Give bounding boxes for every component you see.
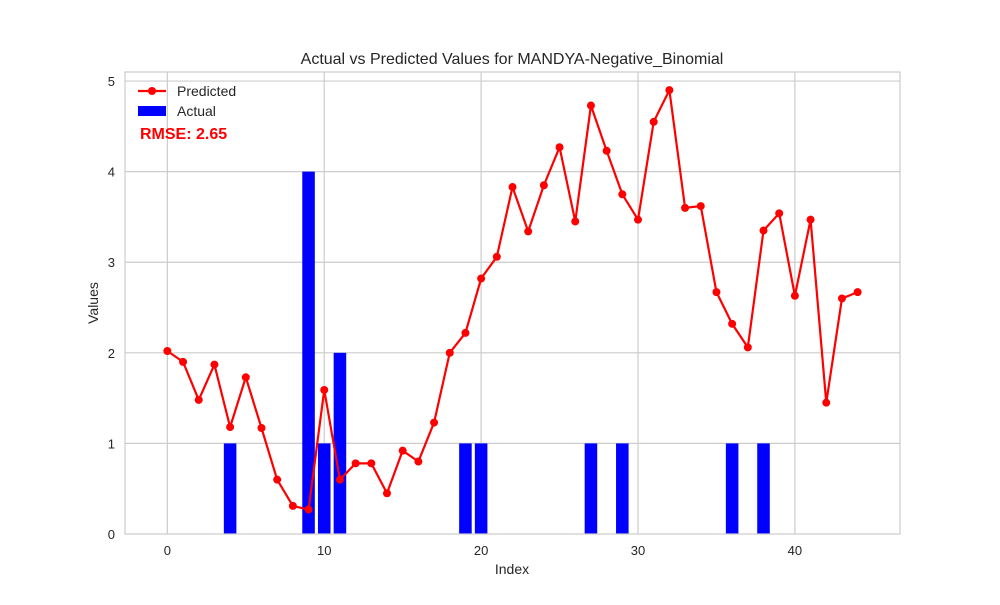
actual-bar — [584, 443, 598, 534]
predicted-point — [257, 424, 266, 433]
legend-actual-swatch — [138, 106, 166, 116]
predicted-point — [273, 475, 282, 484]
y-tick-label: 3 — [108, 255, 115, 270]
legend-actual-label: Actual — [177, 103, 216, 119]
actual-bar — [616, 443, 629, 534]
predicted-point — [288, 501, 297, 510]
predicted-point — [367, 459, 376, 468]
predicted-point — [508, 183, 517, 192]
actual-bar — [459, 443, 472, 534]
predicted-point — [743, 343, 752, 352]
y-tick-label: 5 — [108, 74, 115, 89]
predicted-point — [775, 209, 784, 218]
predicted-point — [241, 373, 250, 382]
line-layer — [163, 86, 862, 514]
predicted-point — [445, 348, 454, 357]
predicted-point — [304, 505, 313, 514]
chart-title: Actual vs Predicted Values for MANDYA-Ne… — [301, 51, 724, 68]
predicted-point — [665, 86, 674, 95]
actual-bar — [725, 443, 739, 534]
plot-background — [125, 72, 900, 534]
y-tick-label: 1 — [108, 436, 115, 451]
legend: Predicted Actual — [138, 83, 236, 119]
predicted-point — [712, 288, 721, 297]
actual-bar — [223, 443, 237, 534]
predicted-point — [398, 446, 407, 455]
predicted-point — [806, 215, 815, 224]
tick-layer: 0 10 20 30 40 0 1 2 3 4 5 — [108, 74, 802, 558]
grid-layer — [125, 72, 900, 534]
predicted-point — [226, 423, 235, 432]
y-axis-label: Values — [85, 282, 101, 324]
x-axis-label: Index — [495, 561, 529, 577]
actual-bar — [333, 352, 347, 534]
predicted-point — [492, 252, 501, 261]
predicted-point — [586, 101, 595, 110]
predicted-point — [335, 475, 344, 484]
predicted-point — [539, 181, 548, 190]
predicted-point — [210, 360, 219, 369]
rmse-annotation: RMSE: 2.65 — [140, 126, 227, 143]
actual-bar — [302, 171, 315, 534]
predicted-point — [179, 357, 188, 366]
actual-bar — [317, 443, 331, 534]
predicted-point — [320, 385, 329, 394]
predicted-point — [414, 457, 423, 466]
x-tick-label: 0 — [164, 543, 171, 558]
predicted-point — [382, 489, 391, 498]
predicted-point — [555, 143, 564, 152]
x-tick-label: 10 — [317, 543, 331, 558]
predicted-point — [430, 418, 439, 427]
predicted-point — [602, 146, 611, 155]
predicted-point — [618, 190, 627, 199]
predicted-point — [524, 227, 533, 236]
actual-bar — [474, 443, 488, 534]
predicted-point — [634, 215, 643, 224]
y-tick-label: 2 — [108, 346, 115, 361]
predicted-point — [351, 459, 360, 468]
y-tick-label: 0 — [108, 527, 115, 542]
predicted-point — [822, 398, 831, 407]
predicted-point — [696, 202, 705, 211]
predicted-point — [728, 319, 737, 328]
x-tick-label: 30 — [631, 543, 645, 558]
x-tick-label: 20 — [474, 543, 488, 558]
actual-bar — [757, 443, 770, 534]
plot-frame — [124, 71, 901, 535]
legend-predicted-marker — [148, 87, 156, 95]
predicted-point — [163, 347, 172, 356]
predicted-point — [759, 226, 768, 235]
predicted-point — [790, 291, 799, 300]
x-tick-label: 40 — [788, 543, 802, 558]
predicted-point — [649, 117, 658, 126]
predicted-point — [681, 203, 690, 212]
predicted-point — [477, 274, 486, 283]
predicted-point — [571, 217, 580, 226]
y-tick-label: 4 — [108, 165, 115, 180]
predicted-point — [194, 395, 203, 404]
legend-predicted-label: Predicted — [177, 83, 236, 99]
bar-layer — [223, 171, 770, 534]
predicted-point — [837, 294, 846, 303]
predicted-point — [461, 328, 470, 337]
predicted-point — [853, 288, 862, 297]
